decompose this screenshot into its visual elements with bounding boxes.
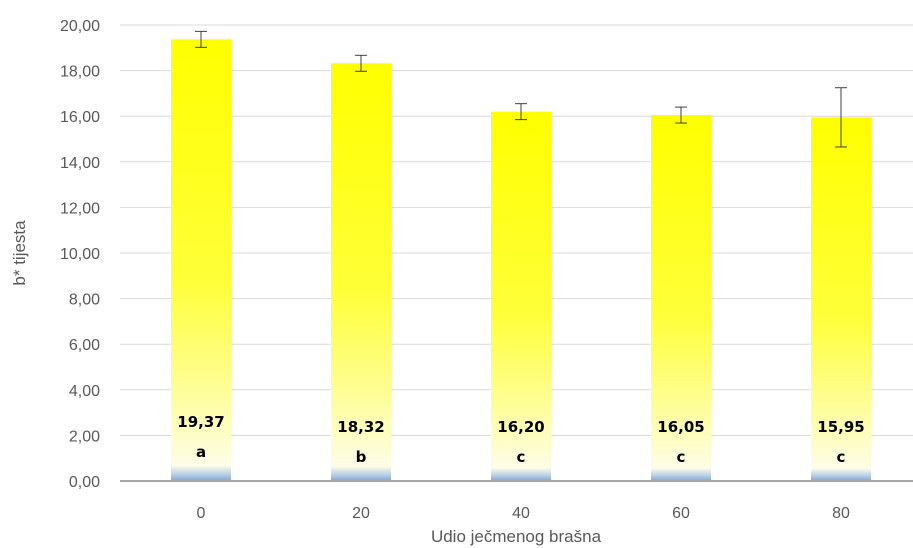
bar	[171, 39, 231, 481]
y-tick-label: 8,00	[69, 292, 100, 309]
y-tick-label: 12,00	[60, 200, 100, 217]
y-tick-label: 2,00	[69, 428, 100, 445]
data-label-value: 19,37	[177, 413, 224, 431]
y-tick-label: 16,00	[60, 109, 100, 126]
data-label-letter: c	[837, 448, 846, 466]
bars	[171, 39, 871, 481]
bar	[811, 117, 871, 481]
y-tick-label: 0,00	[69, 474, 100, 491]
x-axis-title: Udio ječmenog brašna	[431, 527, 602, 546]
y-tick-label: 18,00	[60, 64, 100, 81]
data-label-value: 15,95	[817, 418, 864, 436]
x-tick-label: 20	[352, 505, 370, 522]
error-bars	[195, 30, 847, 148]
x-tick-label: 80	[832, 505, 850, 522]
y-tick-label: 14,00	[60, 155, 100, 172]
data-label-letter: c	[517, 448, 526, 466]
data-label-value: 16,05	[657, 418, 704, 436]
y-tick-label: 10,00	[60, 246, 100, 263]
data-label-letter: c	[677, 448, 686, 466]
data-label-letter: a	[196, 443, 206, 461]
x-tick-label: 0	[197, 505, 206, 522]
data-label-value: 16,20	[497, 418, 544, 436]
y-axis-title: b* tijesta	[10, 220, 29, 286]
data-label-letter: b	[356, 448, 367, 466]
x-tick-label: 60	[672, 505, 690, 522]
data-labels: 19,37 a 18,32 b 16,20 c 16,05 c 15,95 c	[177, 413, 864, 466]
bar	[331, 63, 391, 481]
x-tick-label: 40	[512, 505, 530, 522]
y-axis-ticks: 0,00 2,00 4,00 6,00 8,00 10,00 12,00 14,00 16,00…	[60, 18, 100, 491]
data-label-value: 18,32	[337, 418, 384, 436]
bar	[491, 111, 551, 481]
y-tick-label: 4,00	[69, 383, 100, 400]
y-tick-label: 6,00	[69, 337, 100, 354]
bar	[651, 115, 711, 481]
x-axis-ticks: 0 20 40 60 80	[197, 505, 850, 522]
y-tick-label: 20,00	[60, 18, 100, 35]
